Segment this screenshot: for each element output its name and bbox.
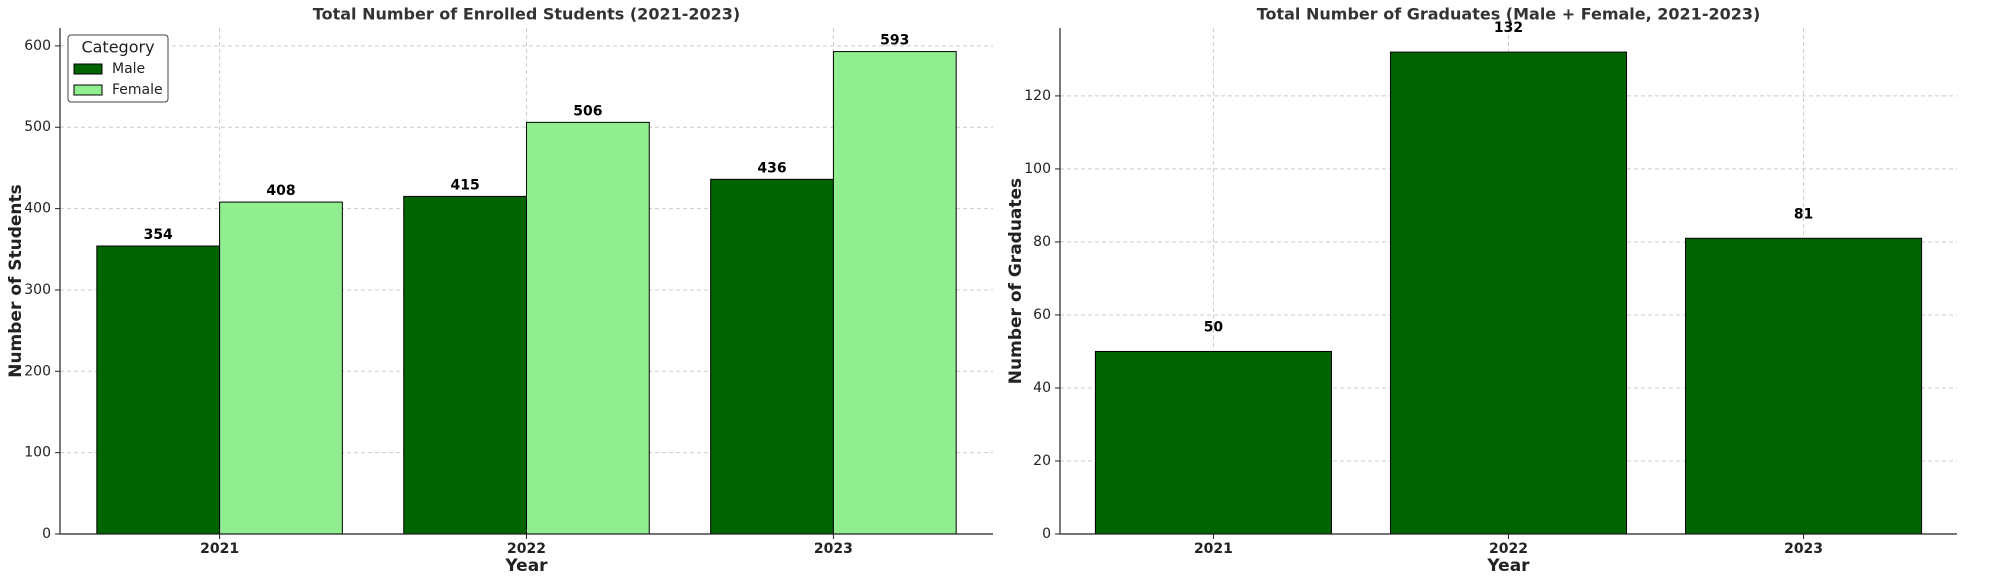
legend-title: Category: [81, 38, 154, 57]
value-label: 408: [266, 183, 295, 199]
bar: [96, 245, 221, 535]
x-tick-label: 2023: [814, 541, 853, 557]
y-tick-label: 20: [1033, 453, 1051, 469]
y-tick-label: 120: [1024, 88, 1051, 104]
x-tick-label: 2022: [1489, 541, 1528, 557]
y-tick-label: 500: [24, 119, 51, 135]
legend-label: Male: [112, 61, 145, 77]
x-tick-label: 2023: [1784, 541, 1823, 557]
bar: [1685, 237, 1923, 535]
x-tick-label: 2021: [200, 541, 239, 557]
y-tick-label: 100: [24, 445, 51, 461]
y-axis-label: Number of Students: [6, 184, 26, 378]
chart-title: Total Number of Graduates (Male + Female…: [1257, 5, 1761, 24]
y-tick-label: 300: [24, 282, 51, 298]
bar: [1094, 350, 1332, 535]
bar: [526, 121, 650, 535]
legend-swatch: [73, 84, 103, 96]
value-label: 415: [451, 177, 480, 193]
chart-title: Total Number of Enrolled Students (2021-…: [313, 5, 740, 24]
y-axis-label: Number of Graduates: [1006, 178, 1026, 384]
y-tick-label: 80: [1033, 234, 1051, 250]
x-axis-label: Year: [1486, 556, 1530, 576]
x-tick-label: 2021: [1194, 541, 1233, 557]
value-label: 132: [1494, 20, 1523, 36]
y-tick-label: 60: [1033, 307, 1051, 323]
x-tick-label: 2022: [507, 541, 546, 557]
bar: [403, 195, 528, 535]
legend-swatch: [73, 63, 103, 75]
bar: [219, 201, 343, 535]
y-tick-label: 200: [24, 363, 51, 379]
value-label: 506: [573, 103, 602, 119]
y-tick-label: 400: [24, 201, 51, 217]
y-tick-label: 100: [1024, 161, 1051, 177]
x-axis-label: Year: [504, 556, 548, 576]
y-tick-label: 0: [42, 526, 51, 542]
value-label: 436: [757, 160, 786, 176]
bar: [1389, 51, 1628, 535]
legend-label: Female: [112, 82, 163, 98]
bar: [710, 178, 834, 535]
y-tick-label: 600: [24, 38, 51, 54]
value-label: 593: [880, 33, 909, 49]
value-label: 354: [144, 227, 173, 243]
value-label: 81: [1794, 206, 1813, 222]
bar: [832, 51, 957, 535]
y-tick-label: 0: [1042, 526, 1051, 542]
value-label: 50: [1204, 319, 1224, 335]
y-tick-label: 40: [1033, 380, 1051, 396]
